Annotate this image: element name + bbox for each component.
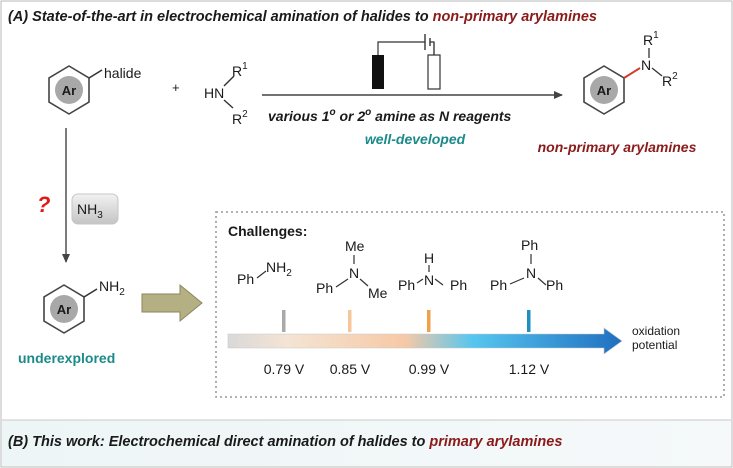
amine-2-center: N (349, 265, 359, 281)
primary-bond (83, 288, 98, 298)
question-mark: ? (37, 192, 50, 217)
substrate-bond (88, 69, 103, 79)
amine-r2: R2 (232, 109, 248, 127)
substrate-ar-label: Ar (62, 83, 76, 98)
amine-3-top: H (424, 250, 434, 266)
challenge-amine-2: Me N Ph Me (316, 238, 388, 301)
anode-electrode (372, 55, 384, 89)
cathode-electrode (427, 54, 441, 90)
product-r2: R2 (662, 71, 678, 89)
challenge-amine-4: Ph N Ph Ph (490, 237, 563, 293)
axis-label-oxidation: oxidation (632, 324, 680, 338)
electrochemical-cell-icon (372, 34, 441, 90)
product-ar-label: Ar (597, 83, 611, 98)
axis-label-potential: potential (632, 338, 677, 352)
amine-3-ph: Ph (398, 277, 415, 293)
amine-2-top: Me (345, 238, 365, 254)
challenge-amine-3: H N Ph Ph (398, 250, 467, 293)
substrate-halide-label: halide (104, 65, 142, 81)
panel-a-title: (A) State-of-the-art in electrochemical … (8, 9, 597, 25)
amine-4-ph: Ph (490, 277, 507, 293)
amine-2-ph: Ph (316, 280, 333, 296)
amine-4-top: Ph (521, 237, 538, 253)
primary-ring: Ar (43, 284, 85, 334)
tick-099 (427, 310, 431, 332)
primary-ar-label: Ar (57, 302, 71, 317)
nh3-reagent-label: NH3 (77, 201, 103, 221)
product-caption: non-primary arylamines (538, 139, 697, 155)
challenge-amine-1: Ph NH2 (237, 259, 292, 287)
amine-1-ph: Ph (237, 271, 254, 287)
amine-2-right: Me (368, 285, 388, 301)
potential-arrow (227, 327, 623, 355)
amine-4-right: Ph (546, 277, 563, 293)
amine-3-right: Ph (450, 277, 467, 293)
arrow-condition-text: various 1o or 2o amine as N reagents (268, 107, 512, 124)
product-c-n-bond (623, 67, 641, 79)
block-arrow (141, 283, 203, 323)
potential-079: 0.79 V (264, 361, 305, 377)
potential-112: 1.12 V (509, 361, 550, 377)
underexplored-caption: underexplored (18, 350, 115, 366)
challenges-box (215, 211, 725, 398)
amine-1-center: NH2 (266, 259, 292, 279)
challenges-title: Challenges: (228, 223, 307, 239)
amine-4-center: N (526, 265, 536, 281)
amine-hn-label: HN (204, 85, 224, 101)
tick-112 (527, 310, 531, 332)
amine-3-center: N (424, 272, 434, 288)
amine-r1: R1 (232, 61, 248, 79)
product-ring: Ar (583, 65, 625, 115)
panel-b-title: (B) This work: Electrochemical direct am… (8, 434, 562, 450)
panel-b-band (2, 420, 731, 466)
tick-085 (348, 310, 352, 332)
substrate-ring-core (55, 76, 83, 104)
tick-079 (282, 310, 286, 332)
amine-bond-bottom (223, 99, 234, 109)
product-n-label: N (641, 57, 651, 73)
primary-nh2: NH2 (99, 278, 125, 298)
amine-bond-top (223, 75, 235, 87)
product-bond-r2 (651, 67, 663, 77)
product-ring-core (590, 76, 618, 104)
nh3-reagent-box (71, 193, 119, 225)
product-r1: R1 (643, 30, 659, 48)
potential-099: 0.99 V (409, 361, 450, 377)
potential-085: 0.85 V (330, 361, 371, 377)
status-well-developed: well-developed (365, 131, 466, 147)
amine-reagent: HN R1 R2 (204, 61, 248, 127)
plus-sign: + (172, 80, 180, 95)
primary-ring-core (50, 295, 78, 323)
